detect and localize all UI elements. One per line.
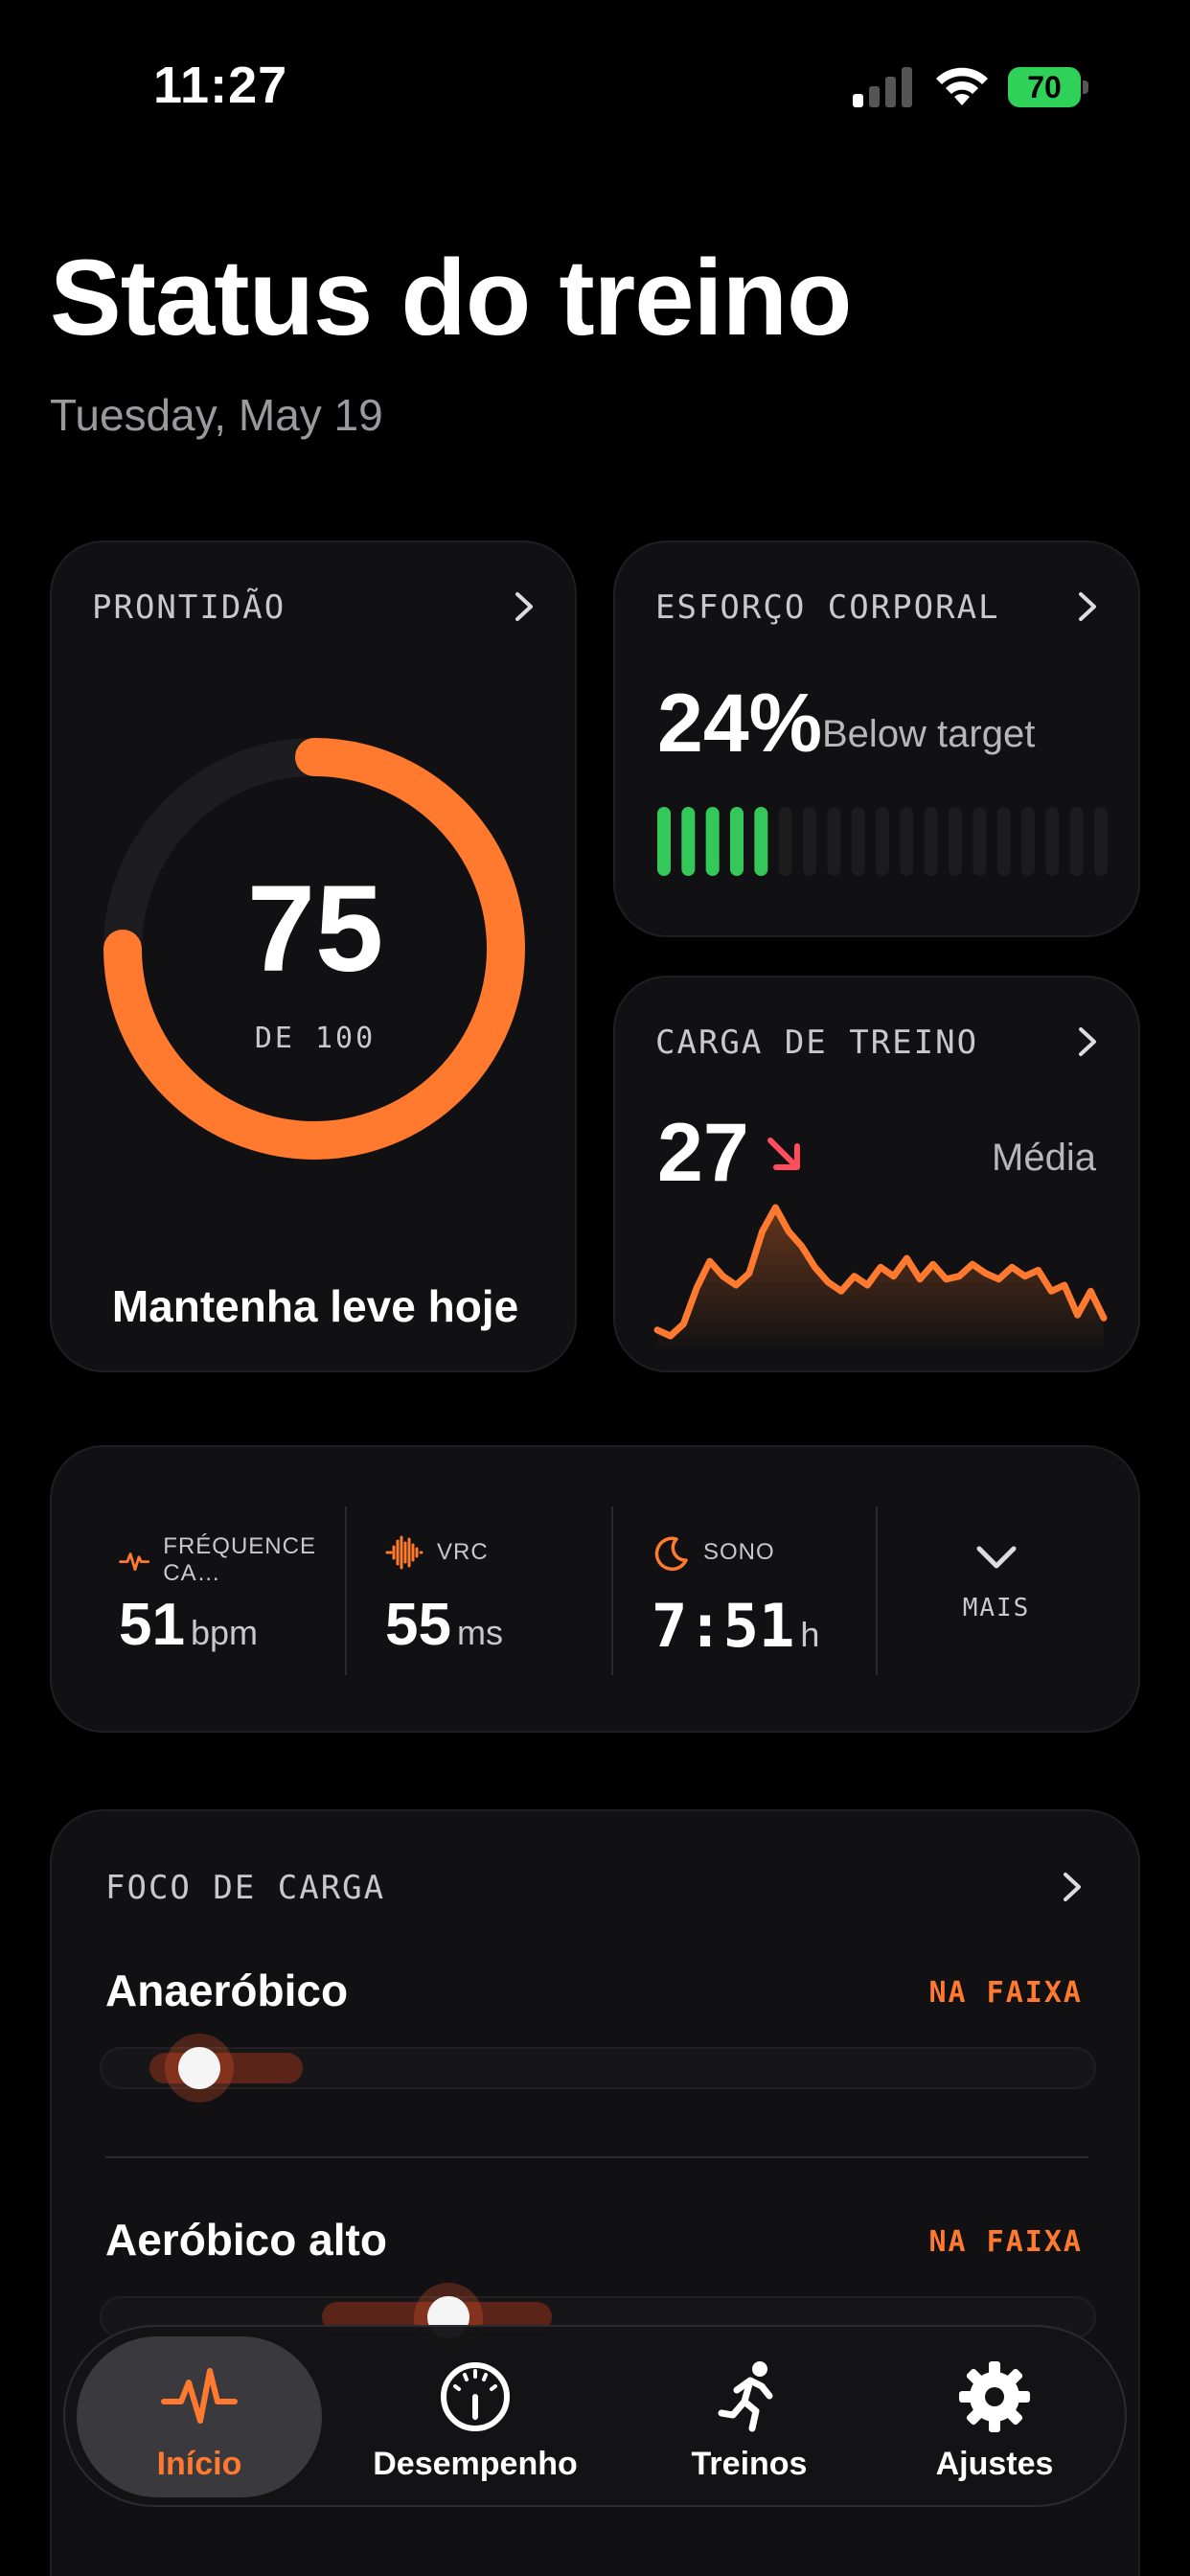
- waveform-icon: [385, 1535, 423, 1570]
- strain-bar-filled: [657, 807, 671, 876]
- chevron-right-icon[interactable]: [1062, 1871, 1085, 1903]
- status-bar: 11:27 70: [0, 0, 1190, 144]
- tab-ajustes[interactable]: Ajustes: [872, 2336, 1117, 2497]
- wifi-icon: [936, 67, 988, 105]
- strain-bar-empty: [949, 807, 962, 876]
- metric-label: FRÉQUENCE CA…: [163, 1533, 316, 1586]
- gear-icon: [959, 2361, 1030, 2432]
- strain-bar-empty: [778, 807, 792, 876]
- gauge-icon: [441, 2362, 510, 2431]
- training-load-note: Média: [992, 1137, 1096, 1179]
- readiness-ring: [103, 738, 525, 1160]
- strain-bar-empty: [900, 807, 914, 876]
- load-focus-label: FOCO DE CARGA: [105, 1869, 386, 1907]
- chevron-right-icon[interactable]: [514, 590, 537, 623]
- trend-down-arrow-icon: [767, 1138, 800, 1170]
- metric-sleep[interactable]: SONO 7:51 h: [584, 1447, 891, 1735]
- strain-bar-filled: [705, 807, 720, 876]
- strain-bar-empty: [973, 807, 987, 876]
- strain-bar-empty: [1069, 807, 1084, 876]
- tab-treinos[interactable]: Treinos: [627, 2336, 872, 2497]
- metric-unit: h: [800, 1615, 820, 1654]
- chevron-right-icon[interactable]: [1077, 1025, 1100, 1058]
- page-date: Tuesday, May 19: [50, 390, 383, 440]
- readiness-card[interactable]: PRONTIDÃO 75 DE 100 Mantenha leve hoje: [50, 540, 577, 1372]
- metrics-card: FRÉQUENCE CA… 51 bpm VRC 55 ms SONO 7:51 h …: [50, 1445, 1140, 1733]
- metric-heart-rate[interactable]: FRÉQUENCE CA… 51 bpm: [52, 1447, 339, 1735]
- pulse-icon: [161, 2368, 238, 2424]
- strain-card[interactable]: ESFORÇO CORPORAL 24% Below target: [613, 540, 1140, 937]
- metric-label: SONO: [703, 1539, 775, 1565]
- readiness-message: Mantenha leve hoje: [111, 1281, 519, 1331]
- cellular-signal-icon: [853, 67, 912, 107]
- focus-row-status: NA FAIXA: [928, 1976, 1083, 2010]
- focus-row-title: Anaeróbico: [105, 1966, 349, 2015]
- tab-label: Desempenho: [373, 2446, 578, 2482]
- strain-bars: [657, 807, 1108, 876]
- training-load-card[interactable]: CARGA DE TREINO 27 Média: [613, 976, 1140, 1372]
- strain-bar-empty: [1094, 807, 1108, 876]
- strain-bar-empty: [1045, 807, 1060, 876]
- focus-row-status: NA FAIXA: [928, 2225, 1083, 2259]
- tab-desempenho[interactable]: Desempenho: [353, 2336, 598, 2497]
- tab-inicio[interactable]: Início: [77, 2336, 322, 2497]
- metric-unit: ms: [456, 1613, 503, 1652]
- strain-value: 24%: [657, 678, 823, 770]
- status-time: 11:27: [153, 57, 288, 114]
- moon-icon: [654, 1536, 688, 1572]
- strain-bar-empty: [1021, 807, 1035, 876]
- battery-indicator: 70: [1008, 67, 1088, 107]
- strain-bar-empty: [996, 807, 1011, 876]
- page-title: Status do treino: [50, 238, 852, 357]
- metric-value: 55: [385, 1592, 451, 1658]
- chevron-down-icon: [976, 1546, 1017, 1569]
- strain-bar-filled: [754, 807, 768, 876]
- sparkline-line: [653, 1204, 1108, 1340]
- focus-range-thumb[interactable]: [178, 2047, 220, 2089]
- strain-bar-empty: [827, 807, 841, 876]
- runner-icon: [718, 2361, 773, 2432]
- more-label: MAIS: [962, 1594, 1031, 1622]
- focus-range-track[interactable]: [100, 2047, 1096, 2089]
- metric-hrv[interactable]: VRC 55 ms: [318, 1447, 606, 1735]
- readiness-value: 75: [246, 861, 384, 998]
- training-load-value: 27: [657, 1107, 749, 1199]
- strain-bar-empty: [924, 807, 938, 876]
- heart-pulse-icon: [119, 1552, 150, 1572]
- battery-level: 70: [1027, 69, 1062, 104]
- readiness-ring-arc: [103, 738, 525, 1160]
- strain-bar-empty: [851, 807, 865, 876]
- more-button[interactable]: MAIS: [920, 1543, 1073, 1622]
- tab-bar: Início Desempenho Treinos: [63, 2325, 1127, 2507]
- metric-value: 51: [119, 1592, 185, 1658]
- strain-note: Below target: [822, 713, 1036, 755]
- tab-label: Treinos: [691, 2446, 808, 2482]
- strain-label: ESFORÇO CORPORAL: [655, 588, 1000, 627]
- readiness-max: DE 100: [254, 1022, 377, 1055]
- sparkline-area: [657, 1208, 1104, 1353]
- metric-unit: bpm: [190, 1613, 258, 1652]
- divider: [105, 2156, 1088, 2158]
- strain-bar-empty: [803, 807, 816, 876]
- training-load-label: CARGA DE TREINO: [655, 1024, 979, 1062]
- training-load-sparkline: [653, 1204, 1108, 1353]
- metric-label: VRC: [437, 1539, 489, 1565]
- strain-bar-filled: [730, 807, 744, 876]
- chevron-right-icon[interactable]: [1077, 590, 1100, 623]
- tab-label: Ajustes: [935, 2446, 1054, 2482]
- focus-row-title: Aeróbico alto: [105, 2215, 387, 2265]
- tab-label: Início: [156, 2446, 242, 2482]
- focus-range-band: [149, 2053, 303, 2083]
- readiness-label: PRONTIDÃO: [92, 588, 286, 627]
- metric-value: 7:51: [652, 1591, 795, 1661]
- strain-bar-filled: [681, 807, 696, 876]
- strain-bar-empty: [876, 807, 889, 876]
